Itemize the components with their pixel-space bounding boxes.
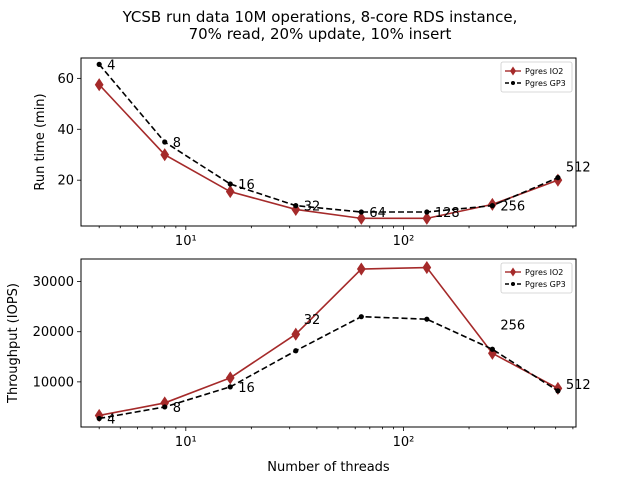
x-tick-label: 10² [393, 435, 415, 450]
series-point-diamond [291, 327, 301, 341]
y-tick-label: 30000 [33, 275, 74, 290]
y-tick-label: 20000 [33, 325, 74, 340]
series-point-circle [555, 388, 561, 394]
series-line-1 [99, 266, 559, 417]
x-tick-label: 10¹ [175, 435, 197, 450]
point-label: 256 [500, 318, 525, 333]
point-label: 512 [566, 378, 591, 393]
series-point-diamond [356, 262, 366, 276]
series-point-circle [96, 61, 102, 67]
axes-frame [80, 258, 577, 428]
series-point-circle [489, 203, 495, 209]
legend-marker-circle [511, 81, 515, 85]
legend-entry: Pgres GP3 [525, 280, 566, 289]
point-label: 128 [435, 206, 460, 221]
legend-marker-diamond [510, 66, 516, 76]
series-point-diamond [356, 211, 366, 225]
point-label: 16 [238, 178, 255, 193]
series-line-2 [98, 63, 559, 213]
series-point-circle [555, 175, 561, 181]
chart-title-line-2: 70% read, 20% update, 10% insert [189, 25, 452, 43]
legend-entry: Pgres IO2 [525, 67, 563, 76]
axes-frame [80, 57, 577, 227]
point-label: 512 [566, 161, 591, 176]
legend-marker-circle [511, 282, 515, 286]
series-line-2 [99, 315, 559, 420]
panel-2: 10000 20000 30000 10¹ 10² Throughput (IOPS) Nu… [6, 258, 591, 475]
series-point-circle [424, 209, 430, 215]
point-label: 8 [173, 401, 181, 416]
chart-title-line-1: YCSB run data 10M operations, 8-core RDS… [122, 8, 518, 26]
legend-entry: Pgres IO2 [525, 268, 563, 277]
series-point-circle [358, 209, 364, 215]
x-tick-label: 10¹ [175, 234, 197, 249]
series-line-1 [98, 84, 559, 220]
series-point-diamond [225, 371, 235, 385]
y-tick-label: 40 [57, 123, 74, 138]
series-point-circle [293, 348, 299, 354]
series-point-circle [293, 203, 299, 209]
series-point-circle [162, 404, 168, 410]
y-axis-label: Throughput (IOPS) [6, 283, 21, 404]
legend-entry: Pgres GP3 [525, 79, 566, 88]
point-label: 4 [107, 412, 115, 427]
point-label: 32 [304, 200, 321, 215]
series-point-circle [358, 314, 364, 320]
legend-marker-diamond [510, 267, 516, 277]
legend-box [500, 61, 573, 93]
y-tick-label: 10000 [33, 375, 74, 390]
point-label: 32 [304, 313, 321, 328]
series-point-diamond [225, 185, 235, 199]
chart-panels: 20 40 60 10¹ 10² Run time (min) 4 8 16 32 64 128 256… [6, 57, 591, 475]
series-point-diamond [94, 78, 104, 92]
series-point-circle [489, 346, 495, 352]
y-tick-label: 20 [57, 174, 74, 189]
legend-box [500, 262, 573, 294]
series-point-circle [162, 139, 168, 145]
y-tick-label: 60 [57, 72, 74, 87]
x-axis-label: Number of threads [267, 460, 390, 475]
panel-1: 20 40 60 10¹ 10² Run time (min) 4 8 16 32 64 128 256… [33, 57, 591, 249]
series-point-diamond [422, 260, 432, 275]
series-point-circle [227, 384, 233, 390]
y-axis-label: Run time (min) [33, 93, 48, 190]
x-tick-label: 10² [393, 234, 415, 249]
point-label: 256 [500, 200, 525, 215]
series-point-circle [96, 415, 102, 422]
series-point-circle [424, 316, 430, 322]
point-label: 16 [238, 381, 255, 396]
point-label: 64 [369, 206, 386, 221]
series-point-circle [227, 181, 233, 187]
series-point-diamond [422, 211, 432, 225]
point-label: 8 [173, 136, 181, 151]
point-label: 4 [107, 58, 115, 73]
series-point-diamond [160, 148, 170, 162]
